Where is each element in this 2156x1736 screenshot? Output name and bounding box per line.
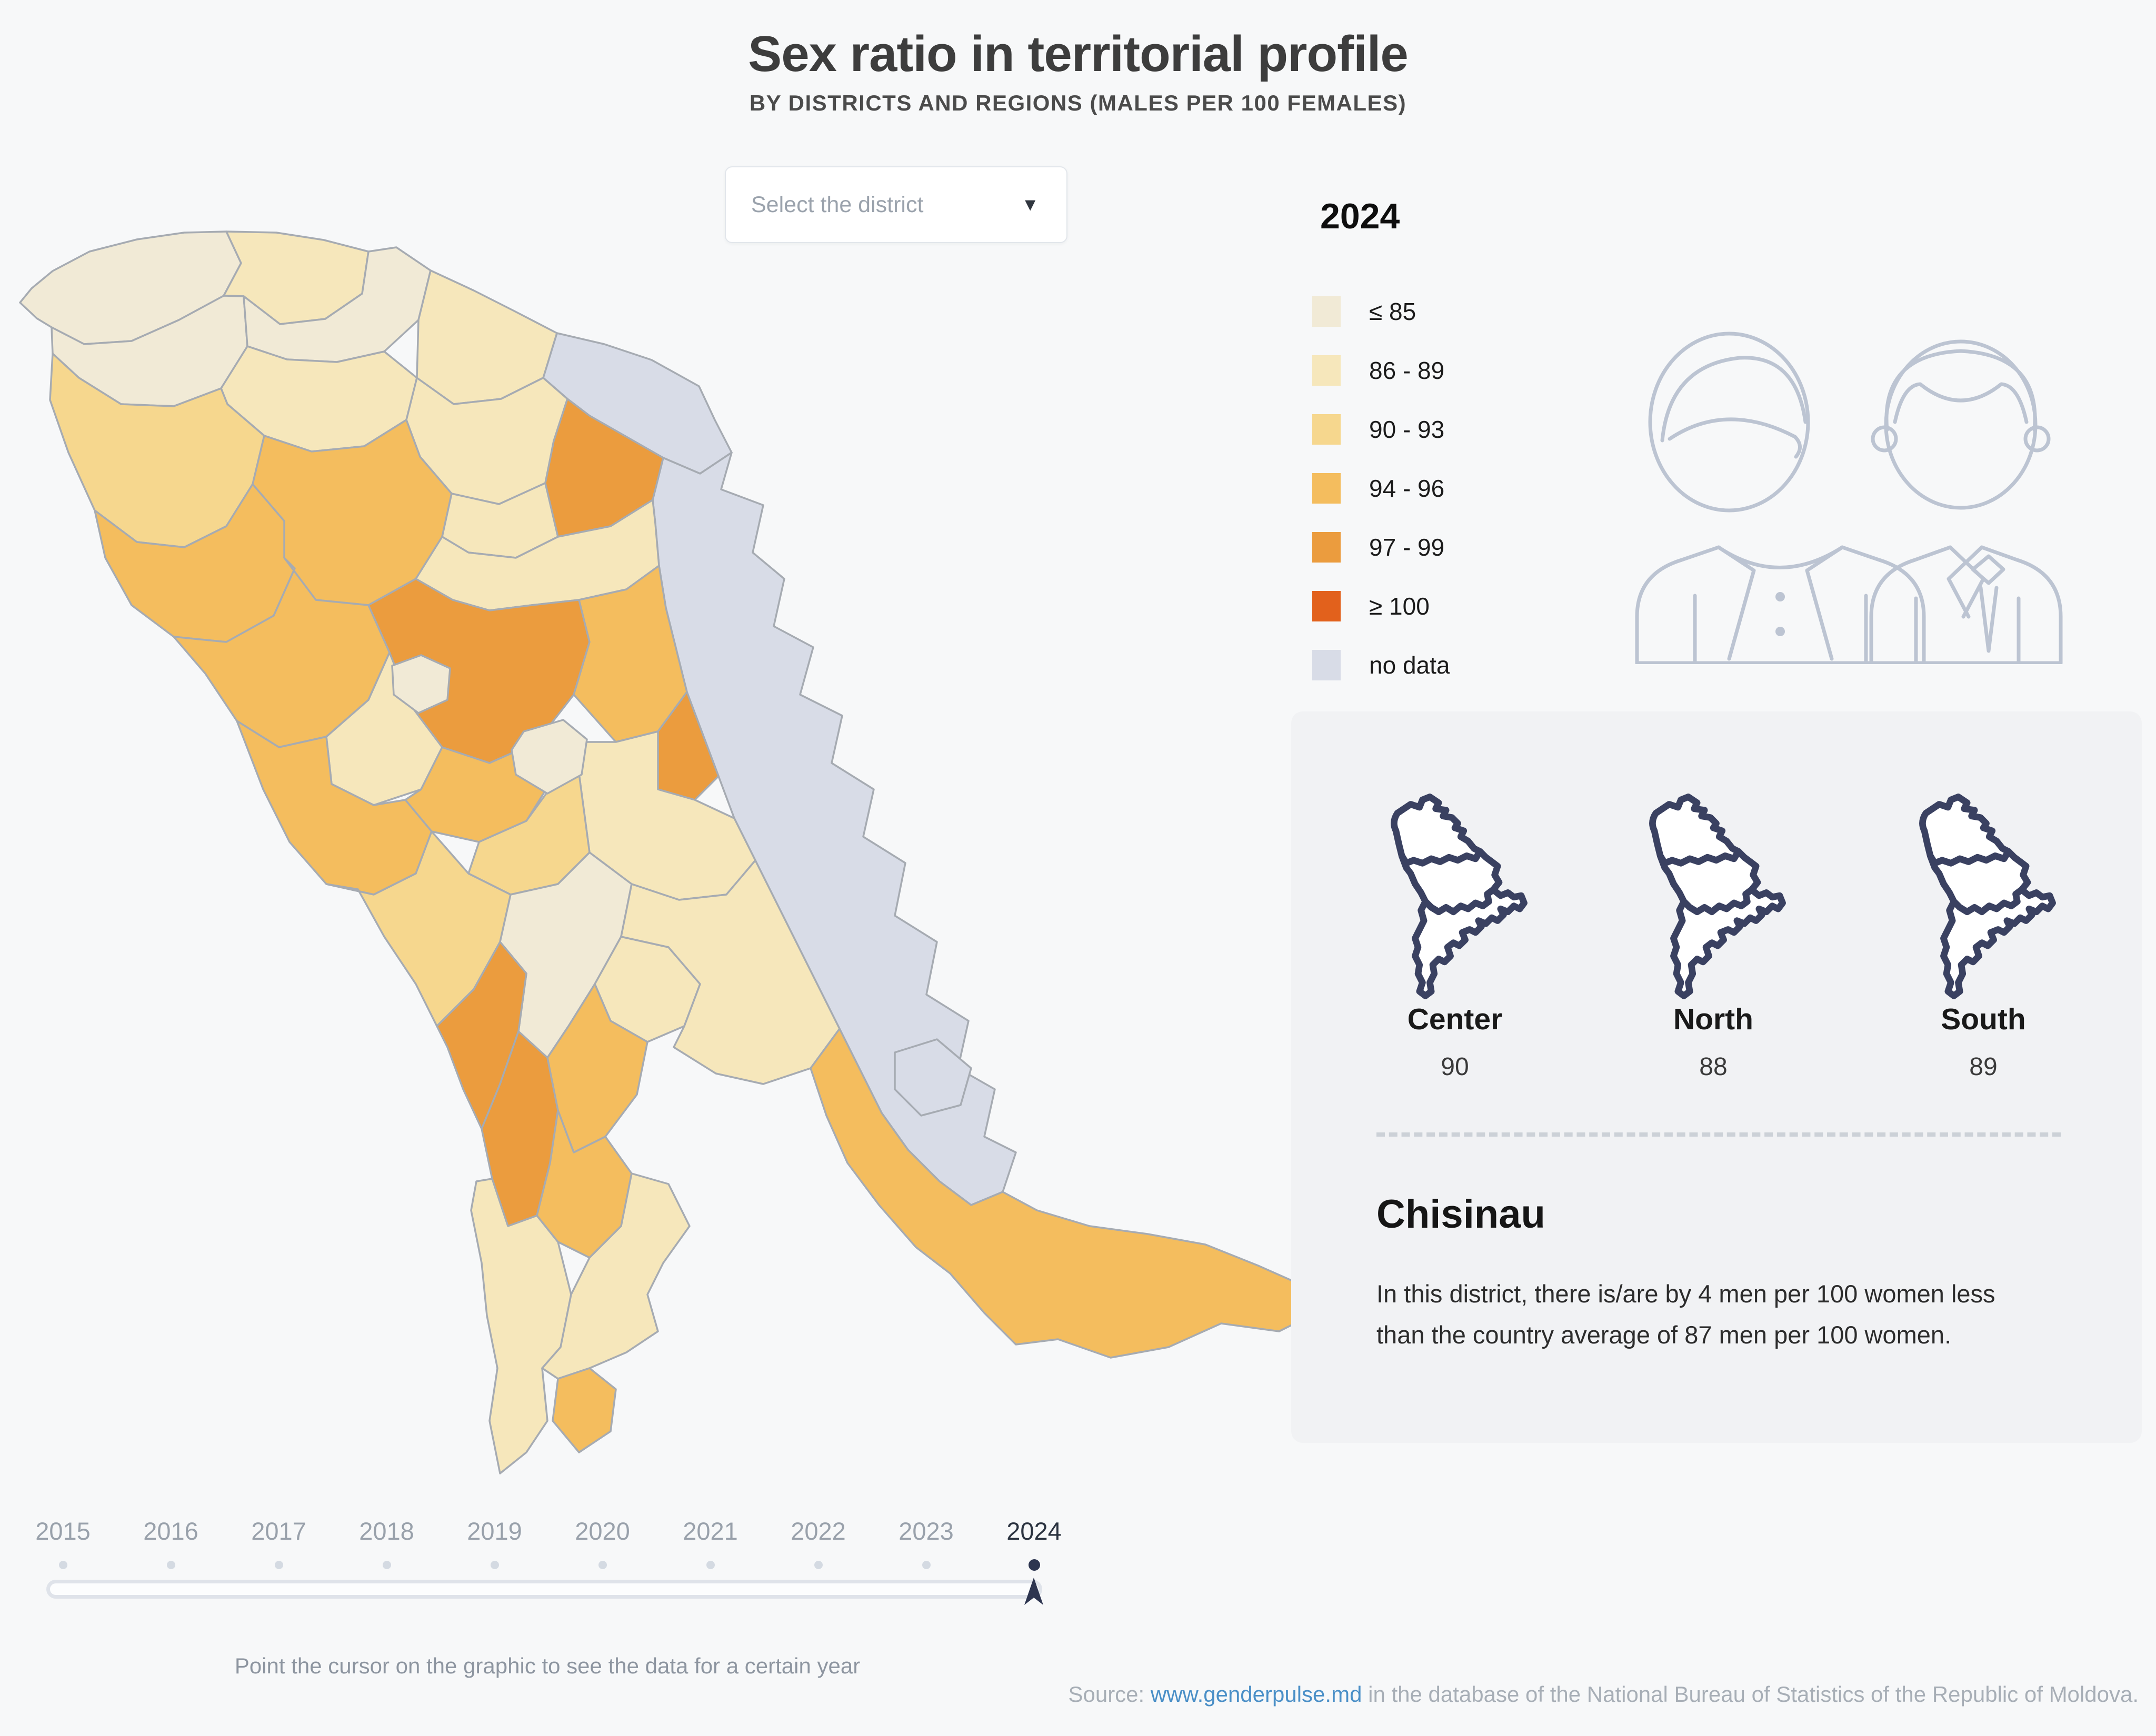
timeline-dot-selected[interactable] [980,1559,1088,1571]
legend: ≤ 85 86 - 89 90 - 93 94 - 96 97 - 99 ≥ 1… [1312,282,1450,695]
timeline-year[interactable]: 2015 [35,1517,91,1545]
map-region[interactable] [541,1172,691,1380]
source-suffix: in the database of the National Bureau o… [1362,1682,2139,1707]
legend-year: 2024 [1320,196,1400,236]
legend-row: ≤ 85 [1312,282,1450,341]
legend-label: 97 - 99 [1369,534,1445,561]
timeline-years: 2015 2016 2017 2018 2019 2020 2021 2022 … [9,1517,1088,1546]
timeline-dot[interactable] [656,1561,764,1571]
timeline-dot[interactable] [117,1561,225,1571]
timeline-dot[interactable] [9,1561,117,1571]
timeline-year[interactable]: 2018 [359,1517,414,1545]
map-region[interactable] [470,1178,572,1474]
timeline-dot[interactable] [548,1561,656,1571]
legend-row: ≥ 100 [1312,577,1450,636]
map-region[interactable] [552,1367,617,1453]
source-link[interactable]: www.genderpulse.md [1150,1682,1362,1707]
timeline-year[interactable]: 2016 [143,1517,198,1545]
map-region-balti[interactable] [391,654,451,714]
timeline-hint: Point the cursor on the graphic to see t… [234,1653,861,1678]
district-detail-description: In this district, there is/are by 4 men … [1376,1280,1995,1349]
page-subtitle: BY DISTRICTS AND REGIONS (MALES PER 100 … [749,91,1407,115]
region-value-center: 90 [1441,1053,1469,1081]
region-value-south: 89 [1969,1053,1998,1081]
timeline-cursor-pin-icon[interactable] [1019,1578,1049,1606]
legend-label: ≤ 85 [1369,298,1416,325]
map-region-chisinau[interactable] [511,719,588,795]
minimap-south[interactable] [1902,785,2065,1006]
source-prefix: Source: [1068,1682,1151,1707]
region-name-north: North [1673,1002,1753,1036]
legend-row: 86 - 89 [1312,341,1450,400]
legend-row: 97 - 99 [1312,518,1450,577]
source-line: Source: www.genderpulse.md in the databa… [1068,1682,2139,1707]
chevron-down-icon: ▼ [1021,194,1039,215]
legend-swatch [1312,591,1341,621]
dashed-divider [1376,1132,2061,1137]
legend-label: no data [1369,651,1450,679]
legend-label: 90 - 93 [1369,416,1445,443]
moldova-districts-map[interactable] [0,0,1369,1526]
legend-row: 94 - 96 [1312,459,1450,518]
timeline-year[interactable]: 2020 [575,1517,630,1545]
legend-swatch [1312,414,1341,445]
district-select-placeholder: Select the district [751,192,924,217]
timeline-dot[interactable] [764,1561,872,1571]
timeline-year[interactable]: 2023 [899,1517,954,1545]
region-value-north: 88 [1699,1053,1728,1081]
legend-swatch [1312,532,1341,563]
legend-swatch [1312,650,1341,680]
legend-row: 90 - 93 [1312,400,1450,459]
minimap-north[interactable] [1632,785,1795,1006]
legend-label: 86 - 89 [1369,357,1445,384]
minimap-center[interactable] [1373,785,1536,1006]
timeline-track[interactable] [46,1580,1042,1599]
timeline-year-selected[interactable]: 2024 [1006,1517,1062,1545]
timeline-year[interactable]: 2022 [791,1517,846,1545]
regions-card: Center North South 90 88 89 Chisinau In … [1291,711,2142,1443]
map-region[interactable] [894,1038,972,1117]
timeline-year[interactable]: 2017 [251,1517,306,1545]
legend-swatch [1312,296,1341,327]
legend-label: 94 - 96 [1369,475,1445,502]
timeline-dot[interactable] [872,1561,980,1571]
region-name-south: South [1941,1002,2026,1036]
legend-label: ≥ 100 [1369,593,1430,620]
page-title: Sex ratio in territorial profile [748,26,1409,82]
district-detail-title: Chisinau [1376,1192,1545,1237]
legend-row: no data [1312,636,1450,695]
woman-and-man-icon [1635,332,2063,664]
timeline-dot[interactable] [333,1561,441,1571]
timeline-dot[interactable] [441,1561,548,1571]
district-select[interactable]: Select the district ▼ [725,166,1067,243]
timeline-year[interactable]: 2021 [683,1517,738,1545]
timeline-year[interactable]: 2019 [467,1517,522,1545]
legend-swatch [1312,473,1341,504]
timeline-dot[interactable] [225,1561,333,1571]
timeline-dots [9,1559,1088,1571]
legend-swatch [1312,355,1341,386]
region-name-center: Center [1407,1002,1503,1036]
